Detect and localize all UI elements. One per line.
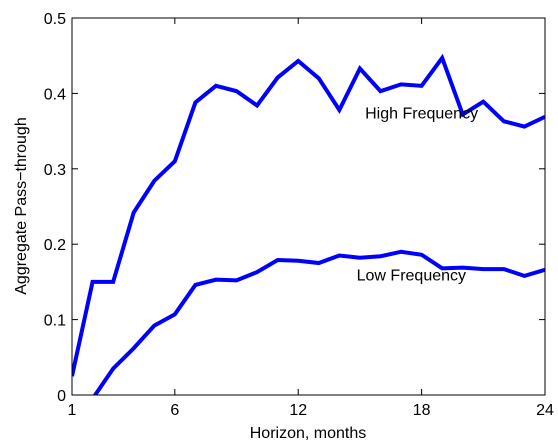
tick-layer: 1 6 12 18 24 0 0.1 0.2 0.3 0.4 0.5 — [44, 11, 554, 419]
annotation-low-frequency: Low Frequency — [357, 267, 466, 284]
annotation-high-frequency: High Frequency — [365, 105, 478, 122]
y-axis-label: Aggregate Pass−through — [13, 117, 30, 294]
y-tick-label: 0.2 — [44, 237, 66, 254]
y-tick-label: 0.1 — [44, 313, 66, 330]
series-line-low-frequency — [92, 249, 545, 395]
series-layer — [72, 53, 545, 395]
series-line-high-frequency — [72, 53, 545, 377]
plot-frame — [71, 17, 546, 396]
y-tick-label: 0.5 — [44, 11, 66, 28]
y-tick-label: 0.4 — [44, 86, 66, 103]
y-tick-label: 0 — [57, 388, 66, 405]
y-tick-label: 0.3 — [44, 162, 66, 179]
x-axis-label: Horizon, months — [250, 425, 367, 442]
annotation-layer: High Frequency Low Frequency — [357, 105, 478, 284]
x-tick-label: 24 — [536, 402, 554, 419]
x-tick-label: 6 — [170, 402, 179, 419]
x-tick-label: 1 — [68, 402, 77, 419]
x-tick-label: 18 — [413, 402, 431, 419]
x-tick-label: 12 — [289, 402, 307, 419]
